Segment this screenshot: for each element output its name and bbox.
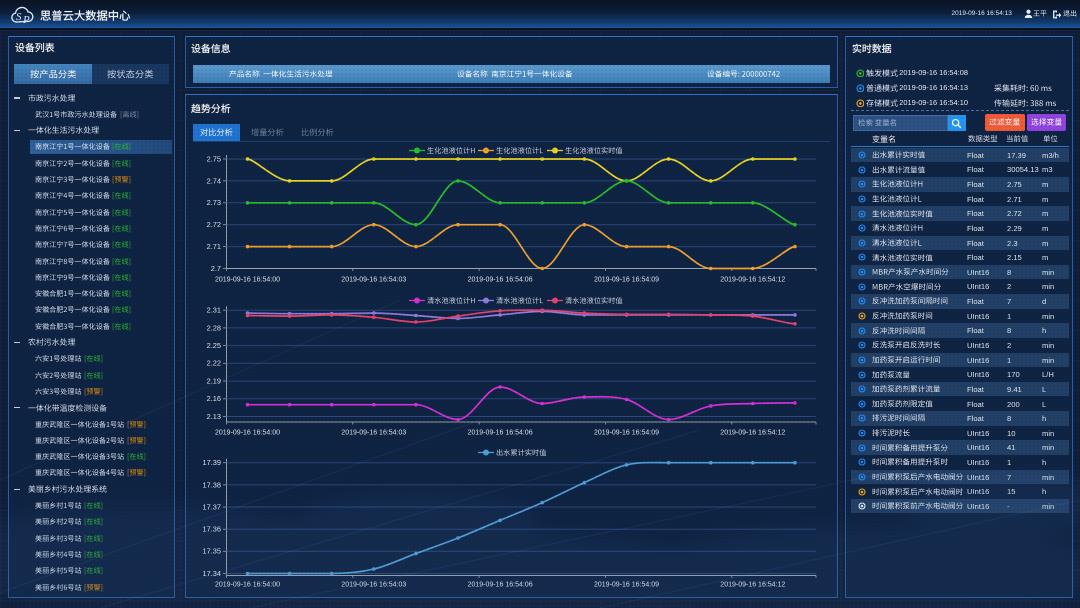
svg-text:2.71: 2.71 bbox=[207, 242, 221, 251]
svg-text:17.35: 17.35 bbox=[203, 547, 222, 556]
svg-text:2019-09-16 16:54:03: 2019-09-16 16:54:03 bbox=[341, 582, 406, 589]
svg-text:2.72: 2.72 bbox=[207, 220, 221, 229]
svg-text:17.39: 17.39 bbox=[203, 458, 222, 467]
svg-text:2.22: 2.22 bbox=[207, 359, 221, 368]
svg-text:2019-09-16 16:54:12: 2019-09-16 16:54:12 bbox=[720, 277, 785, 284]
svg-text:2019-09-16 16:54:00: 2019-09-16 16:54:00 bbox=[215, 430, 280, 437]
svg-text:2019-09-16 16:54:09: 2019-09-16 16:54:09 bbox=[594, 582, 659, 589]
svg-text:2019-09-16 16:54:09: 2019-09-16 16:54:09 bbox=[594, 277, 659, 284]
svg-text:2019-09-16 16:54:06: 2019-09-16 16:54:06 bbox=[468, 430, 533, 437]
svg-text:17.36: 17.36 bbox=[203, 525, 222, 534]
svg-text:P: P bbox=[22, 14, 30, 26]
svg-text:2.73: 2.73 bbox=[207, 198, 221, 207]
svg-text:2.13: 2.13 bbox=[207, 412, 221, 421]
svg-text:2019-09-16 16:54:06: 2019-09-16 16:54:06 bbox=[468, 277, 533, 284]
svg-text:2.31: 2.31 bbox=[207, 306, 221, 315]
svg-text:2019-09-16 16:54:06: 2019-09-16 16:54:06 bbox=[468, 582, 533, 589]
svg-text:2019-09-16 16:54:03: 2019-09-16 16:54:03 bbox=[341, 277, 406, 284]
svg-text:2.25: 2.25 bbox=[207, 341, 221, 350]
svg-text:2019-09-16 16:54:12: 2019-09-16 16:54:12 bbox=[720, 430, 785, 437]
svg-text:2.75: 2.75 bbox=[207, 154, 221, 163]
svg-text:2019-09-16 16:54:12: 2019-09-16 16:54:12 bbox=[720, 582, 785, 589]
svg-text:17.37: 17.37 bbox=[203, 502, 222, 511]
svg-text:17.34: 17.34 bbox=[203, 569, 222, 578]
svg-text:2.28: 2.28 bbox=[207, 323, 221, 332]
svg-text:S: S bbox=[16, 11, 22, 23]
svg-text:2019-09-16 16:54:09: 2019-09-16 16:54:09 bbox=[594, 430, 659, 437]
svg-text:17.38: 17.38 bbox=[203, 480, 222, 489]
svg-text:2019-09-16 16:54:00: 2019-09-16 16:54:00 bbox=[215, 277, 280, 284]
svg-text:2019-09-16 16:54:03: 2019-09-16 16:54:03 bbox=[341, 430, 406, 437]
svg-text:2.19: 2.19 bbox=[207, 377, 221, 386]
svg-text:2.74: 2.74 bbox=[207, 176, 221, 185]
svg-text:2.7: 2.7 bbox=[211, 264, 221, 273]
svg-text:2019-09-16 16:54:00: 2019-09-16 16:54:00 bbox=[215, 582, 280, 589]
svg-text:2.16: 2.16 bbox=[207, 394, 221, 403]
